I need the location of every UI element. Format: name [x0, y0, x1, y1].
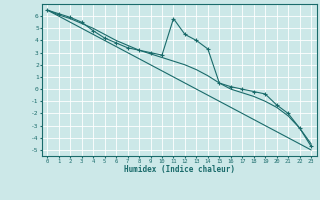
X-axis label: Humidex (Indice chaleur): Humidex (Indice chaleur) [124, 165, 235, 174]
